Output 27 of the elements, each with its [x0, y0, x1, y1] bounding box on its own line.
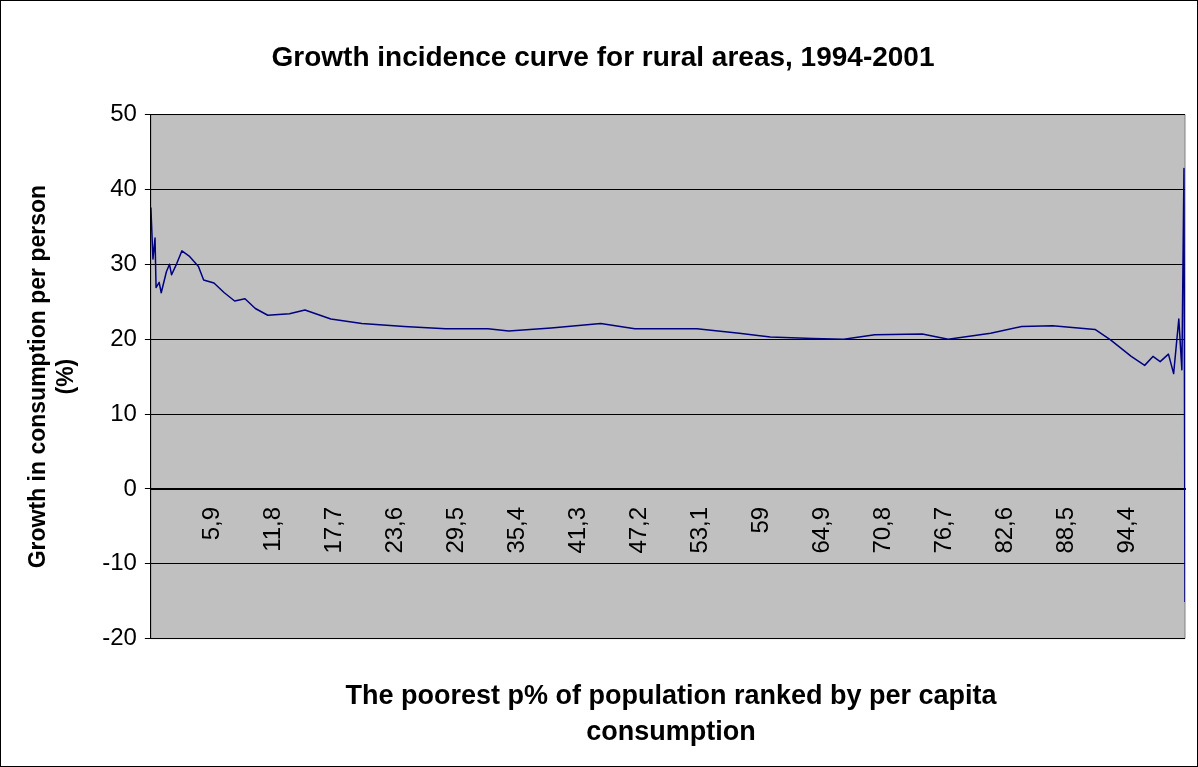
y-tick-label: 50 — [110, 99, 137, 127]
x-tick-label: 17,7 — [318, 506, 346, 554]
x-tick-label: 23,6 — [379, 506, 407, 554]
x-tick-label: 64,9 — [806, 506, 834, 554]
x-tick-label: 41,3 — [562, 506, 590, 554]
y-tick-label: -10 — [102, 548, 137, 576]
x-tick-label: 35,4 — [501, 506, 529, 554]
y-tick-label: 30 — [110, 248, 137, 276]
x-tick-label: 47,2 — [623, 506, 651, 554]
x-axis-title: The poorest p% of population ranked by per capita consumption — [344, 679, 998, 748]
x-tick-label: 76,7 — [928, 506, 956, 554]
x-tick-label: 88,5 — [1050, 506, 1078, 554]
x-tick-label: 11,8 — [257, 506, 285, 552]
y-tick-label: -20 — [102, 623, 137, 651]
x-tick-label: 82,6 — [989, 506, 1017, 554]
x-tick-label: 53,1 — [684, 506, 712, 554]
y-tick-label: 10 — [110, 398, 137, 426]
chart-title: Growth incidence curve for rural areas, 1994-2001 — [271, 40, 935, 72]
y-tick-label: 20 — [110, 323, 137, 351]
x-tick-label: 94,4 — [1111, 506, 1139, 554]
y-axis-title: Growth in consumption per person (%) — [24, 184, 78, 569]
y-tick-label: 40 — [110, 174, 137, 202]
x-tick-label: 59 — [745, 506, 773, 534]
y-tick-label: 0 — [123, 473, 137, 501]
x-tick-label: 70,8 — [867, 506, 895, 554]
x-tick-label: 5,9 — [196, 506, 224, 541]
x-tick-label: 29,5 — [440, 506, 468, 554]
